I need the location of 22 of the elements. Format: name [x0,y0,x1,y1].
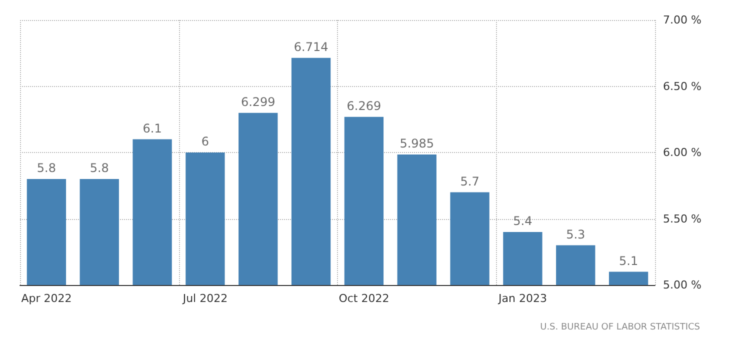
x-tick-label: Apr 2022 [21,292,72,305]
y-tick-label: 5.00 % [663,278,702,292]
data-label: 6 [201,134,210,148]
data-label: 6.299 [240,94,276,109]
data-label: 6.1 [142,121,162,136]
y-tick-label: 6.00 % [663,146,702,159]
x-tick-label: Oct 2022 [338,292,390,305]
y-tick-label: 6.50 % [663,80,702,93]
text: U.S. BUREAU OF LABOR STATISTICS [540,322,700,332]
data-label: 5.1 [618,254,638,268]
data-label: 6.714 [294,40,328,54]
y-tick-label: 7.00 % [663,14,702,26]
data-label: 5.8 [90,161,109,175]
data-label: 5.3 [566,227,586,242]
x-tick-label: Jul 2022 [182,292,228,305]
data-label: 5.985 [400,136,434,150]
data-label: 6.269 [346,98,382,113]
x-tick-label: Jan 2023 [497,292,547,305]
data-label: 5.7 [460,174,480,188]
data-label: 5.4 [513,214,532,228]
y-tick-label: 5.50 % [663,212,702,226]
data-label: 5.8 [36,161,56,175]
